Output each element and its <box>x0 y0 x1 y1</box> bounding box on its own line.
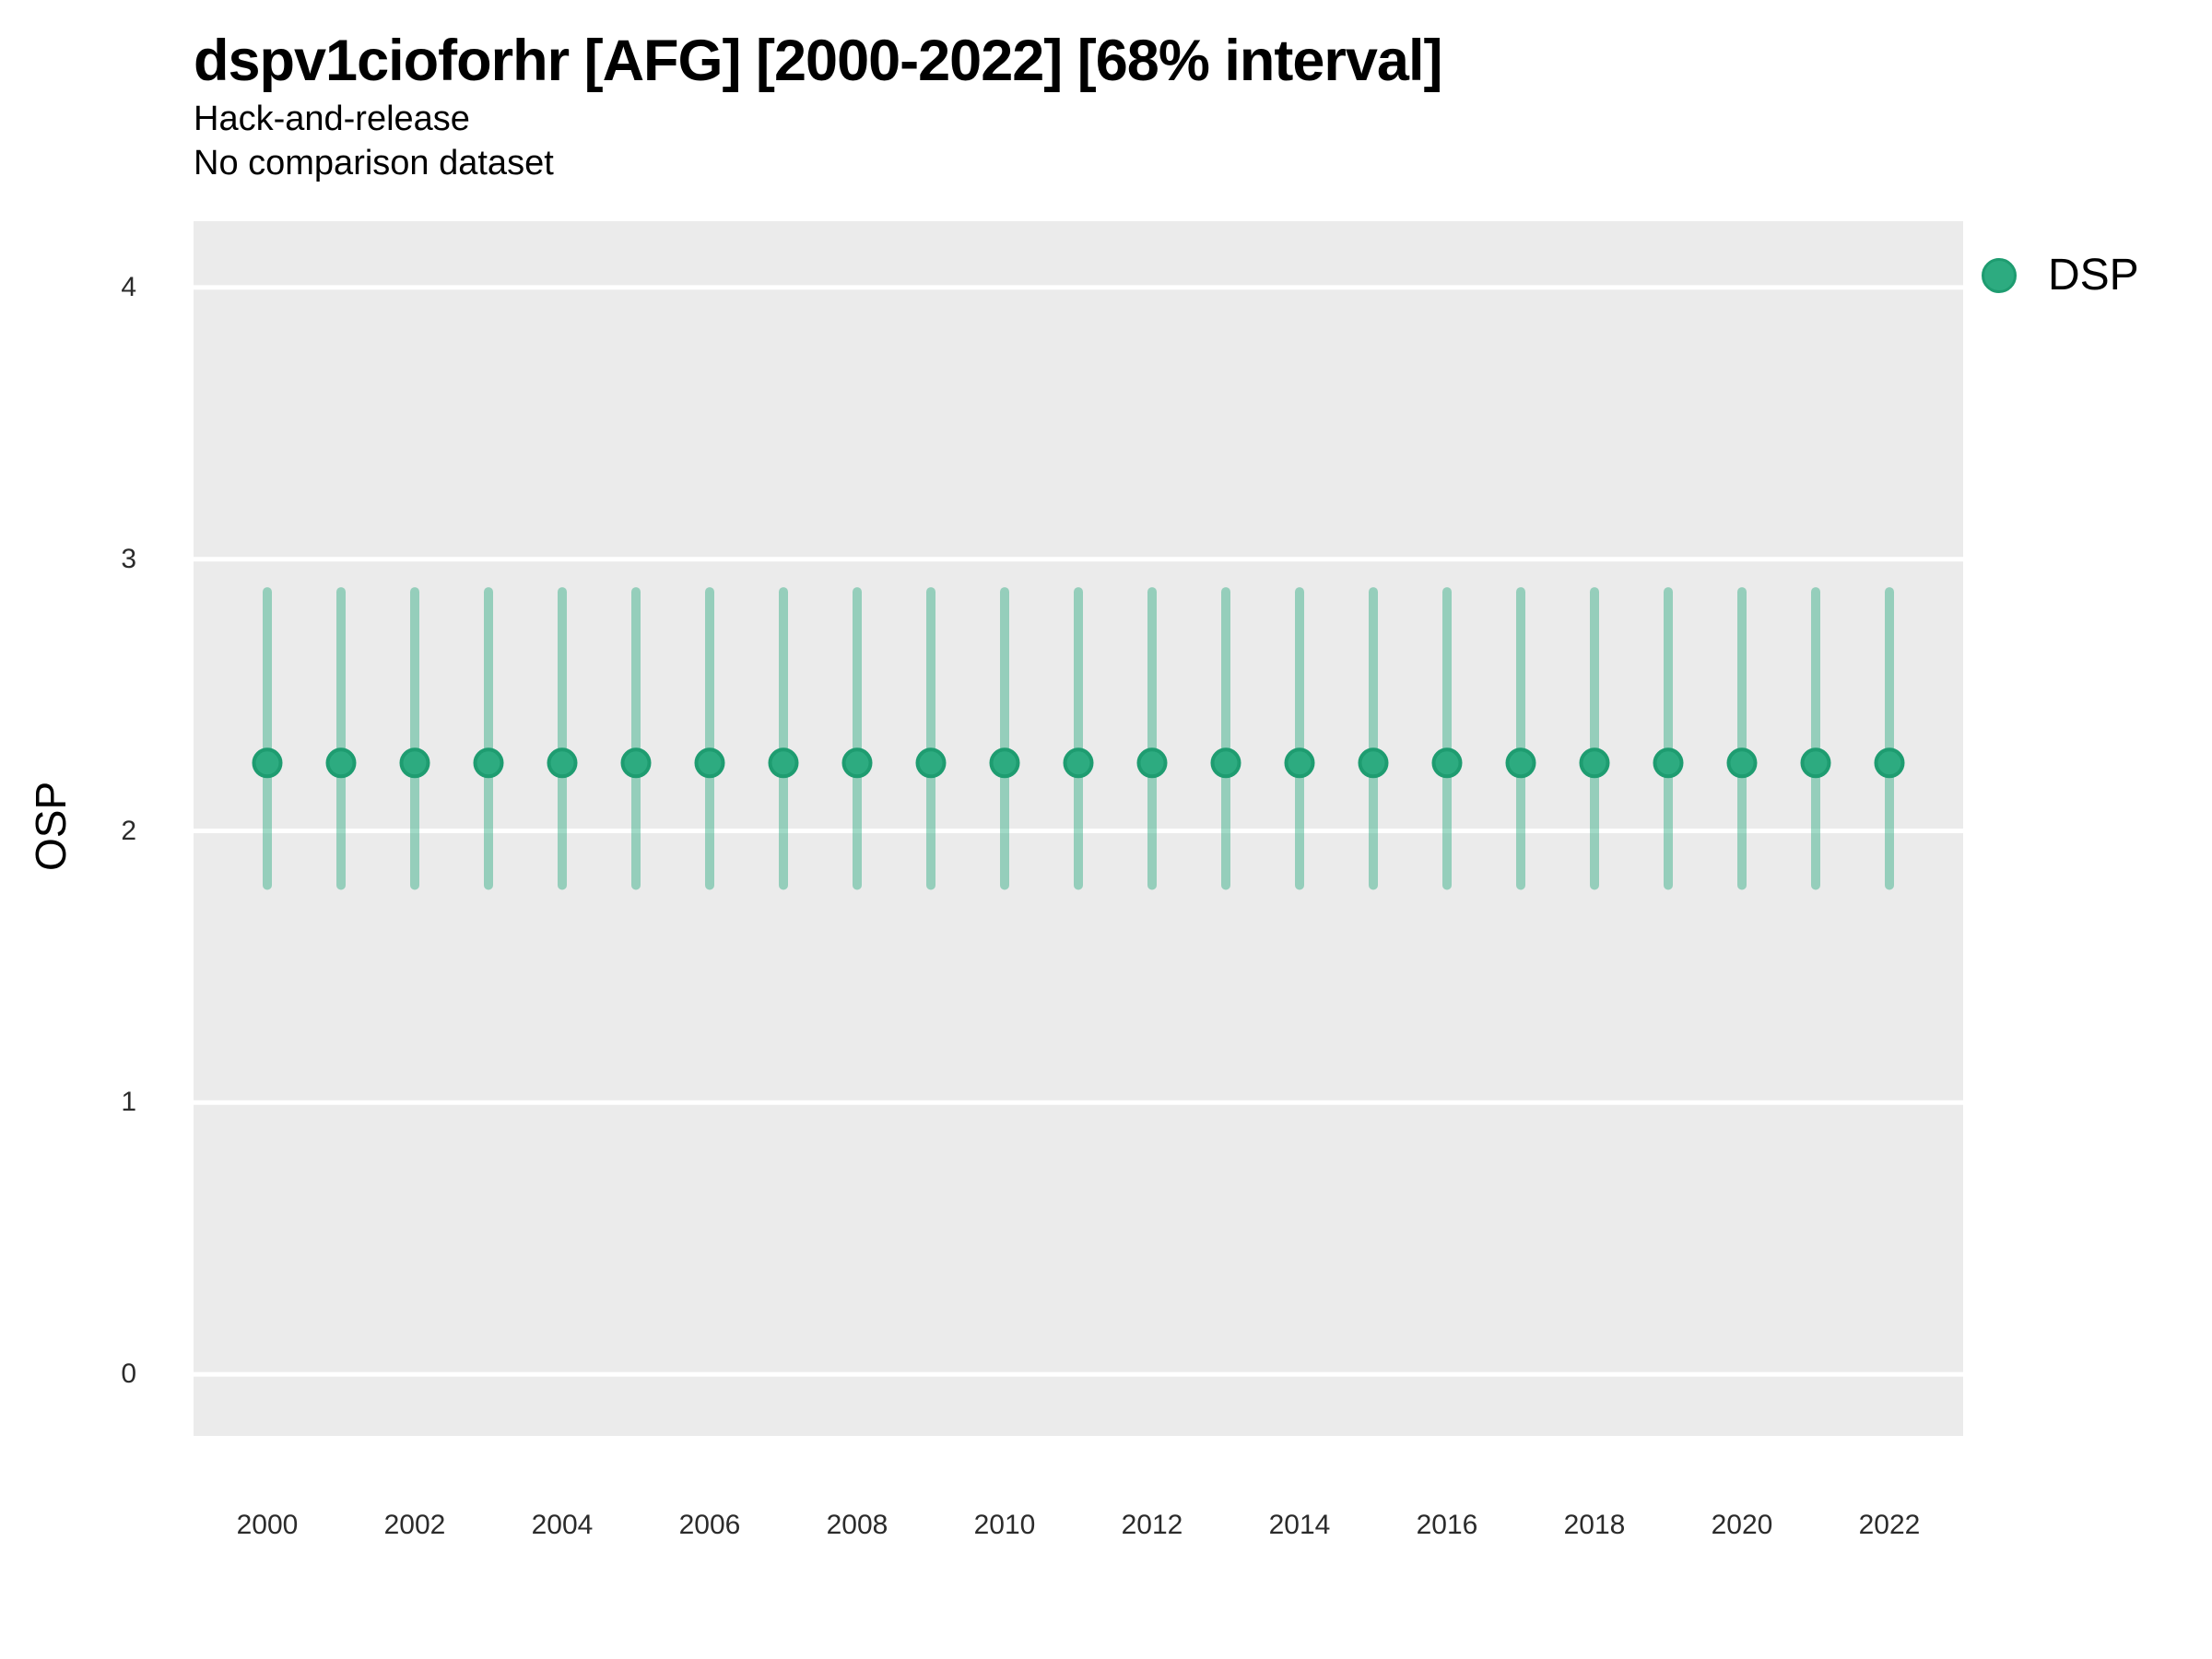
data-point-2013 <box>1210 747 1241 779</box>
data-point-2007 <box>768 747 799 779</box>
data-point-2016 <box>1431 747 1463 779</box>
plot-panel <box>194 221 1963 1436</box>
legend: DSP <box>1982 242 2139 309</box>
data-point-2014 <box>1284 747 1315 779</box>
data-point-2012 <box>1136 747 1168 779</box>
data-point-2000 <box>252 747 283 779</box>
chart-title: dspv1cioforhr [AFG] [2000-2022] [68% int… <box>194 29 1442 93</box>
data-point-2021 <box>1800 747 1831 779</box>
legend-point-swatch <box>1982 258 2017 293</box>
chart-canvas <box>194 285 1963 1377</box>
y-tick-label-1: 1 <box>121 1087 136 1118</box>
data-point-2008 <box>841 747 873 779</box>
data-point-2015 <box>1358 747 1389 779</box>
x-tick-label-2000: 2000 <box>236 1510 299 1540</box>
data-point-2018 <box>1579 747 1610 779</box>
x-tick-label-2016: 2016 <box>1416 1510 1478 1540</box>
x-tick-label-2004: 2004 <box>531 1510 594 1540</box>
y-tick-label-2: 2 <box>121 815 136 846</box>
data-point-2009 <box>915 747 947 779</box>
data-point-2010 <box>989 747 1020 779</box>
y-tick-label-0: 0 <box>121 1359 136 1390</box>
data-point-2019 <box>1653 747 1684 779</box>
data-point-2001 <box>325 747 357 779</box>
x-tick-label-2020: 2020 <box>1711 1510 1773 1540</box>
data-point-2003 <box>473 747 504 779</box>
legend-label: DSP <box>2048 251 2139 300</box>
x-tick-label-2022: 2022 <box>1858 1510 1921 1540</box>
data-point-2006 <box>694 747 725 779</box>
data-point-2017 <box>1505 747 1536 779</box>
data-point-2011 <box>1063 747 1094 779</box>
x-tick-label-2014: 2014 <box>1268 1510 1331 1540</box>
y-tick-label-3: 3 <box>121 543 136 574</box>
x-tick-label-2006: 2006 <box>678 1510 741 1540</box>
data-point-2002 <box>399 747 430 779</box>
chart-subtitle-comparison: No comparison dataset <box>194 144 554 182</box>
chart-subtitle-method: Hack-and-release <box>194 100 470 138</box>
x-tick-label-2010: 2010 <box>973 1510 1036 1540</box>
x-tick-label-2008: 2008 <box>826 1510 888 1540</box>
data-point-2022 <box>1874 747 1905 779</box>
x-tick-label-2012: 2012 <box>1121 1510 1183 1540</box>
data-point-2004 <box>547 747 578 779</box>
y-tick-label-4: 4 <box>121 271 136 302</box>
x-tick-label-2018: 2018 <box>1563 1510 1626 1540</box>
x-tick-label-2002: 2002 <box>383 1510 446 1540</box>
data-point-2020 <box>1726 747 1758 779</box>
data-point-2005 <box>620 747 652 779</box>
